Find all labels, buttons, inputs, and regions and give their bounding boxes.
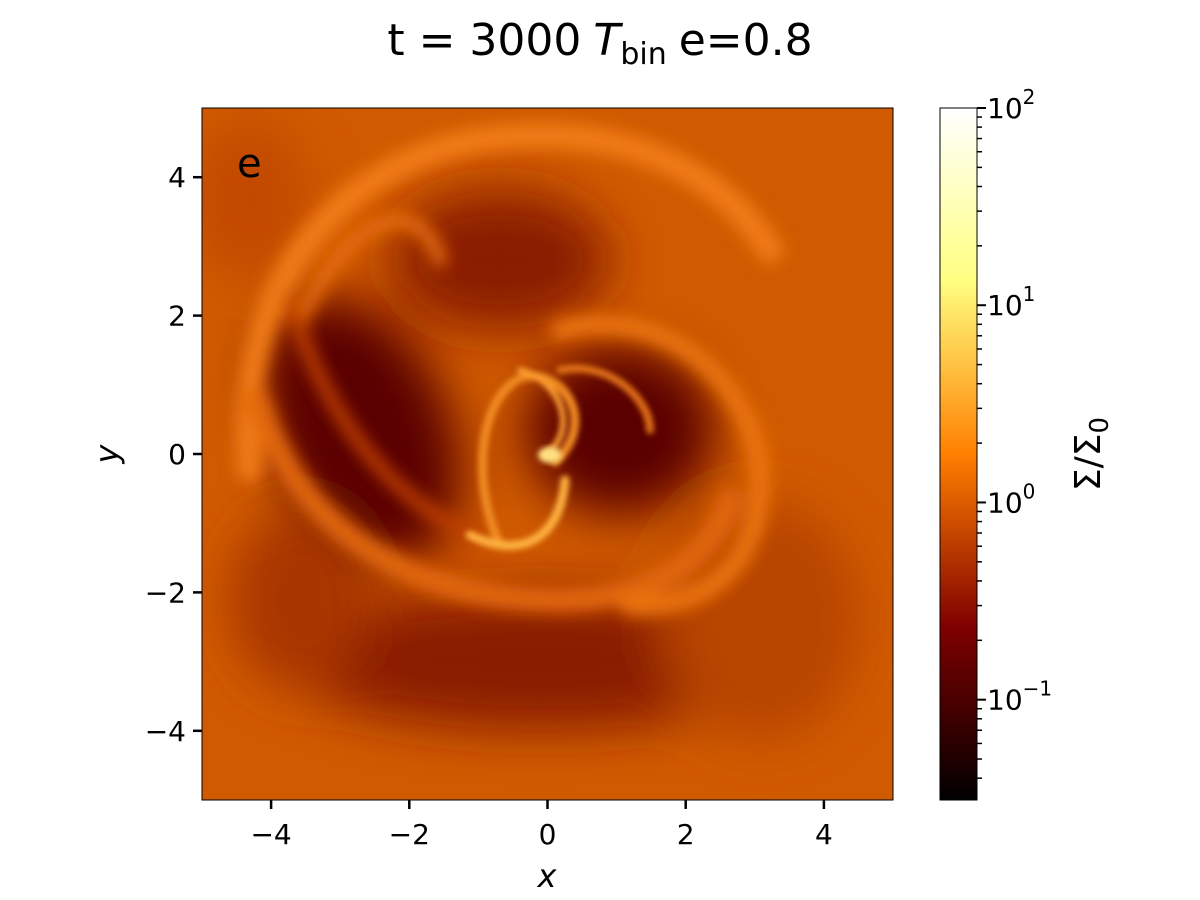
colorbar-tick-exponent: −1 [1023,677,1052,701]
x-tick-label: 4 [815,818,833,851]
y-tick-label: 2 [168,300,186,333]
panel-label: e [237,141,262,187]
colorbar-tick-label: 101 [987,282,1035,322]
colorbar-tick-exponent: 1 [1023,282,1036,306]
y-axis-label: y [88,443,126,464]
colorbar-tick-label: 102 [987,85,1035,125]
y-tick-label: −4 [145,715,186,748]
title-part: e=0.8 [679,15,813,66]
colorbar-tick-base: 10 [987,684,1023,717]
x-axis-label: x [537,857,558,895]
colorbar-tick-base: 10 [987,92,1023,125]
colorbar-label: Σ/Σ0 [1068,417,1115,491]
colorbar-tick-exponent: 0 [1023,479,1036,503]
colorbar-tick-base: 10 [987,289,1023,322]
title-subscript: bin [620,37,666,72]
y-tick-label: 4 [168,161,186,194]
x-tick-label: −2 [389,818,430,851]
x-tick-label: −4 [250,818,291,851]
colorbar-label-text: Σ/Σ [1068,433,1109,491]
x-tick-label: 0 [539,818,557,851]
x-tick-label: 2 [677,818,695,851]
colorbar-label-subscript: 0 [1085,417,1115,434]
colorbar-tick-label: 100 [987,479,1035,519]
colorbar [939,107,978,801]
y-tick-label: −2 [145,576,186,609]
colorbar-tick-base: 10 [987,486,1023,519]
chart-title: t = 3000 Tbin e=0.8 [387,15,812,72]
colorbar-tick-exponent: 2 [1023,85,1036,109]
title-part: t = 3000 [387,15,581,66]
title-symbol: T [593,15,623,66]
colorbar-tick-label: 10−1 [987,677,1052,717]
density-field [202,108,893,800]
y-tick-label: 0 [168,438,186,471]
